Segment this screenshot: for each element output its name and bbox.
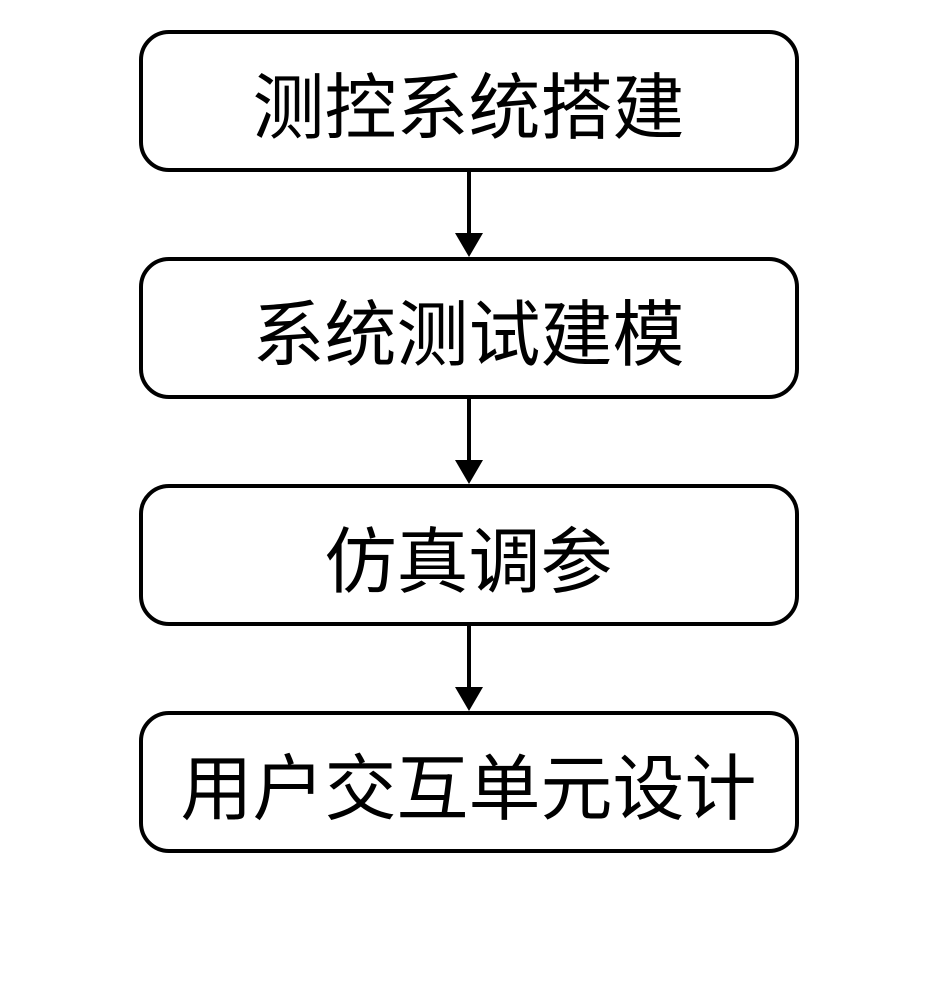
node-label: 仿真调参: [324, 503, 612, 608]
node-label: 测控系统搭建: [252, 49, 684, 154]
flowchart-node-2: 系统测试建模: [139, 257, 799, 399]
arrow-head-icon: [455, 233, 483, 257]
arrow-line: [467, 399, 471, 460]
arrow-head-icon: [455, 460, 483, 484]
arrow-head-icon: [455, 687, 483, 711]
flowchart-node-1: 测控系统搭建: [139, 30, 799, 172]
flowchart-arrow-2: [455, 399, 483, 484]
flowchart-container: 测控系统搭建 系统测试建模 仿真调参 用户交互单元设计: [139, 30, 799, 853]
flowchart-node-3: 仿真调参: [139, 484, 799, 626]
arrow-line: [467, 626, 471, 687]
flowchart-arrow-1: [455, 172, 483, 257]
node-label: 用户交互单元设计: [180, 730, 756, 835]
flowchart-node-4: 用户交互单元设计: [139, 711, 799, 853]
arrow-line: [467, 172, 471, 233]
node-label: 系统测试建模: [252, 276, 684, 381]
flowchart-arrow-3: [455, 626, 483, 711]
